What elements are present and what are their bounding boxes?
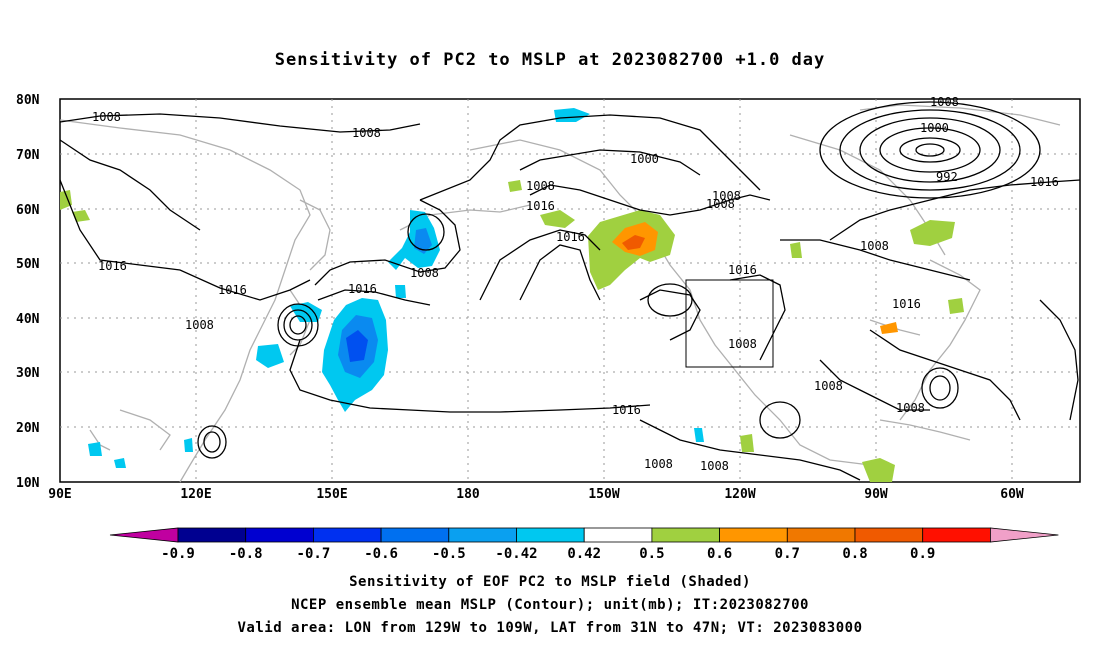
mslp-contours (59, 101, 1081, 481)
contour-label: 1016 (892, 297, 921, 311)
contour-label: 1008 (896, 401, 925, 415)
shading-positive (60, 180, 964, 482)
chart-title: Sensitivity of PC2 to MSLP at 2023082700… (274, 50, 826, 70)
lat-label: 70N (16, 148, 40, 163)
colorbar-left-arrow (109, 527, 179, 543)
lon-label: 90W (864, 487, 888, 502)
lon-label: 180 (456, 487, 480, 502)
colorbar-segment (719, 527, 788, 543)
contour-label: 1016 (98, 259, 127, 273)
colorbar-segment (854, 527, 924, 543)
contour-label: 1008 (185, 318, 214, 332)
contour-label: 1008 (814, 379, 843, 393)
colorbar-segment (312, 527, 382, 543)
lat-label: 20N (16, 421, 40, 436)
contour-label: 992 (936, 170, 958, 184)
contour-label: 1016 (728, 263, 757, 277)
lat-label: 30N (16, 366, 40, 381)
lat-label: 10N (16, 476, 40, 491)
contour-label: 1000 (630, 152, 659, 166)
contour-label: 1008 (352, 126, 381, 140)
lon-label: 90E (48, 487, 71, 502)
caption-line-3: Valid area: LON from 129W to 109W, LAT f… (237, 620, 863, 636)
colorbar: -0.9 -0.8 -0.7 -0.6 -0.5 -0.42 0.42 0.5 0.6 0.7 0.… (109, 527, 1059, 562)
colorbar-label: 0.9 (910, 546, 935, 562)
gridlines (60, 99, 1080, 482)
lon-label: 120E (180, 487, 211, 502)
colorbar-segment (583, 527, 653, 543)
contour-label: 1008 (92, 110, 121, 124)
contour-label: 1016 (1030, 175, 1059, 189)
colorbar-label: 0.42 (567, 546, 601, 562)
contour-label: 1016 (556, 230, 585, 244)
colorbar-segment (786, 527, 856, 543)
lon-label: 150W (588, 487, 619, 502)
contour-label: 1016 (526, 199, 555, 213)
colorbar-segment (177, 527, 247, 543)
colorbar-label: -0.9 (161, 546, 195, 562)
lat-label: 50N (16, 257, 40, 272)
contour-label: 1008 (644, 457, 673, 471)
colorbar-label: -0.7 (297, 546, 331, 562)
contour-label: 1008 (706, 197, 735, 211)
colorbar-label: 0.5 (639, 546, 664, 562)
caption-line-1: Sensitivity of EOF PC2 to MSLP field (Sh… (349, 574, 751, 590)
lat-label: 80N (16, 93, 40, 108)
contour-labels: 1008 1008 1008 1016 1016 1008 1000 1008 … (92, 95, 1059, 473)
colorbar-label: -0.6 (364, 546, 398, 562)
lon-label: 150E (316, 487, 347, 502)
colorbar-label: 0.7 (775, 546, 800, 562)
contour-label: 1008 (860, 239, 889, 253)
lat-label: 40N (16, 312, 40, 327)
contour-label: 1008 (700, 459, 729, 473)
contour-label: 1000 (920, 121, 949, 135)
contour-label: 1008 (712, 189, 741, 203)
contour-label: 1016 (612, 403, 641, 417)
caption-line-2: NCEP ensemble mean MSLP (Contour); unit(… (291, 597, 809, 613)
contour-label: 1008 (930, 95, 959, 109)
lat-label: 60N (16, 203, 40, 218)
colorbar-segment (516, 527, 585, 543)
contour-label: 1008 (526, 179, 555, 193)
colorbar-right-arrow (990, 527, 1059, 543)
colorbar-segment (922, 527, 991, 543)
lat-axis: 80N 70N 60N 50N 40N 30N 20N 10N (16, 93, 40, 491)
colorbar-segment (651, 527, 721, 543)
contour-label: 1008 (410, 266, 439, 280)
colorbar-segment (380, 527, 450, 543)
lon-label: 120W (724, 487, 755, 502)
contour-label: 1016 (348, 282, 377, 296)
colorbar-label: -0.42 (495, 546, 537, 562)
colorbar-label: -0.8 (229, 546, 263, 562)
colorbar-segment (448, 527, 517, 543)
shading-negative (88, 108, 704, 468)
valid-area-box (685, 279, 774, 368)
contour-label: 1008 (728, 337, 757, 351)
colorbar-segment (245, 527, 314, 543)
lon-label: 60W (1000, 487, 1024, 502)
colorbar-label: 0.6 (707, 546, 732, 562)
colorbar-label: -0.5 (432, 546, 466, 562)
contour-label: 1016 (218, 283, 247, 297)
lon-axis: 90E 120E 150E 180 150W 120W 90W 60W (48, 487, 1024, 502)
colorbar-label: 0.8 (842, 546, 867, 562)
